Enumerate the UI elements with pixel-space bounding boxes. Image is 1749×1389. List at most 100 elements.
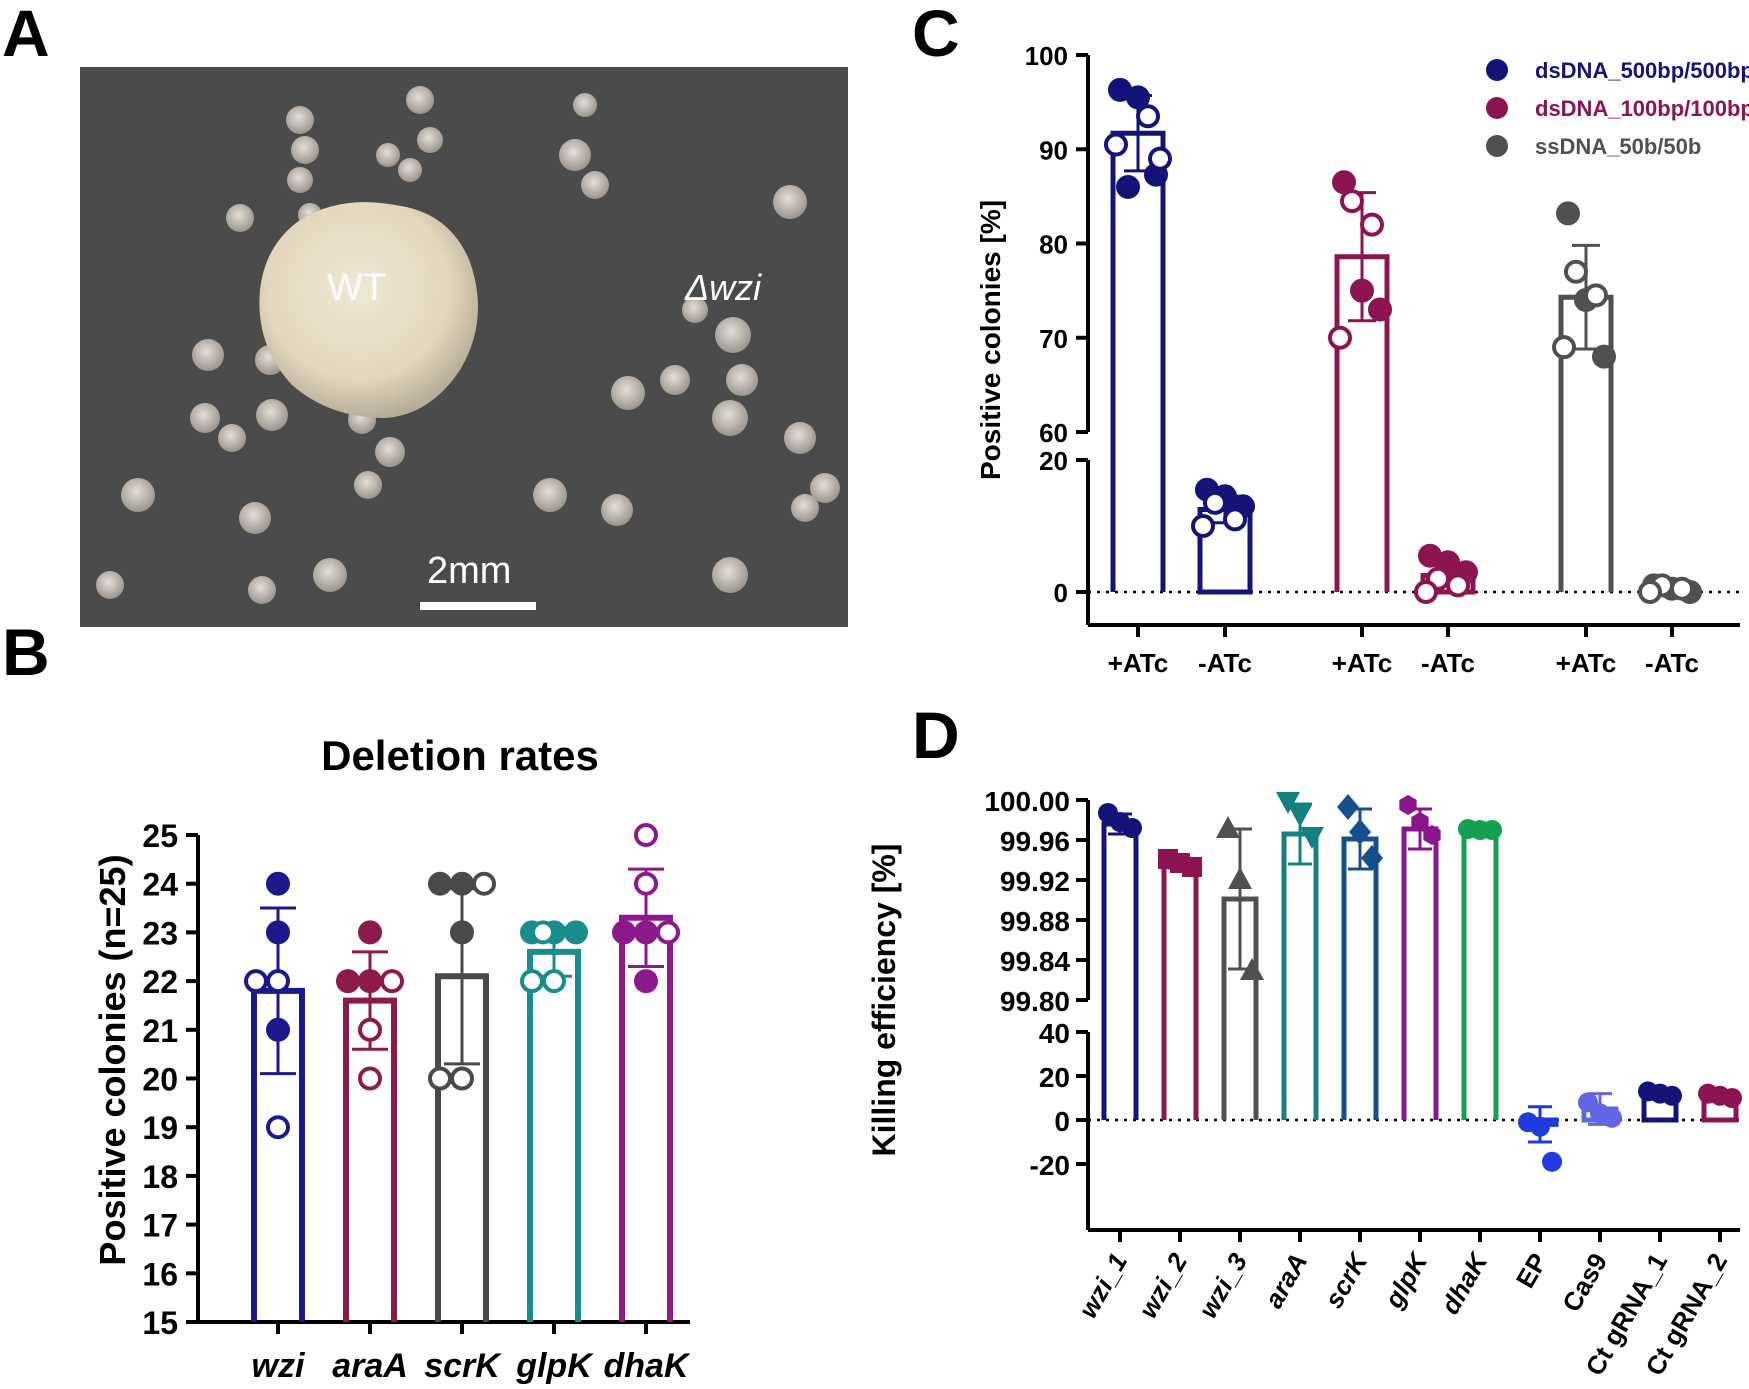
chart-d-y-tick-label: 99.88 (1000, 906, 1070, 937)
colony-photo: WT Δwzi 2mm (80, 67, 848, 627)
small-colony (712, 557, 748, 593)
small-colony (712, 400, 748, 436)
data-point-wzi (266, 920, 290, 945)
chart-d-y-tick-label: 99.84 (1000, 946, 1070, 977)
chart-killing-efficiency: Killing efficiency [%] 99.8099.8499.8899… (866, 786, 1742, 1381)
chart-c-y-tick-label: 70 (1039, 324, 1068, 354)
chart-d-y-tick-label: 99.96 (1000, 826, 1070, 857)
data-point-glpK (1399, 795, 1417, 815)
data-point-dsDNA_100bp/100bp-minus (1414, 580, 1438, 604)
small-colony (192, 339, 224, 371)
scale-bar-label: 2mm (427, 550, 511, 592)
chart-b-title: Deletion rates (321, 732, 599, 779)
data-point-glpK (542, 969, 566, 994)
small-colony (286, 106, 314, 134)
data-point-Ct gRNA_1 (1662, 1085, 1682, 1106)
chart-c-y-tick-label: 100 (1025, 41, 1068, 71)
chart-d-x-tick-label: wzi_1 (1073, 1248, 1134, 1323)
bar-scrK (1341, 836, 1379, 1120)
data-point-araA (358, 969, 382, 994)
data-point-dsDNA_100bp/100bp-plus (1340, 189, 1364, 214)
small-colony (715, 317, 751, 353)
data-point-ssDNA_50b/50b-plus (1552, 335, 1576, 360)
chart-b-x-tick-label: dhaK (604, 1347, 691, 1385)
chart-c-y-tick-label: 80 (1039, 230, 1068, 260)
panel-label-a: A (2, 0, 50, 70)
small-colony (573, 93, 597, 117)
small-colony (601, 494, 633, 526)
data-point-scrK (450, 920, 474, 945)
data-point-araA (358, 920, 382, 945)
data-point-dsDNA_500bp/500bp-plus (1136, 104, 1160, 129)
chart-b-y-tick-label: 19 (142, 1110, 178, 1146)
chart-c-y-tick-label: 60 (1039, 418, 1068, 448)
chart-b-x-tick-label: wzi (252, 1347, 306, 1385)
data-point-wzi (244, 969, 268, 994)
data-point-dsDNA_100bp/100bp-plus (1328, 325, 1352, 350)
small-colony (190, 403, 220, 433)
data-point-scrK (428, 1066, 452, 1091)
legend-marker (1486, 97, 1508, 119)
mutant-label: Δwzi (684, 267, 762, 308)
chart-d-x-tick-label: wzi_2 (1133, 1248, 1194, 1324)
data-point-ssDNA_50b/50b-plus (1584, 283, 1608, 308)
chart-c-y-tick-label: 90 (1039, 135, 1068, 165)
chart-c-x-tick-label: +ATc (1108, 648, 1168, 678)
small-colony (406, 86, 434, 114)
chart-d-x-tick-label: wzi_3 (1193, 1248, 1254, 1324)
data-point-wzi_1 (1122, 818, 1142, 838)
chart-b-x-tick-label: araA (332, 1347, 408, 1385)
chart-d-x-tick-label: dhaK (1435, 1246, 1495, 1319)
wt-label: WT (327, 267, 386, 309)
chart-c-axes: 60 70 80 90 100 0 20 +ATc -ATc +ATc -ATc +ATc -ATc (1025, 41, 1740, 678)
small-colony (559, 139, 591, 171)
data-point-dsDNA_500bp/500bp-minus (1191, 514, 1215, 538)
chart-d-x-tick-label: Cas9 (1556, 1248, 1613, 1317)
chart-c-x-tick-label: +ATc (1332, 648, 1392, 678)
data-point-Ct gRNA_2 (1722, 1088, 1742, 1108)
small-colony (784, 422, 816, 454)
wt-colony (259, 202, 478, 418)
chart-b-y-tick-label: 20 (142, 1062, 178, 1098)
data-point-ssDNA_50b/50b-plus (1592, 344, 1616, 369)
data-point-wzi_3 (1216, 816, 1240, 838)
small-colony (581, 171, 609, 199)
panel-label-b: B (2, 615, 50, 689)
data-point-dhaK (634, 969, 658, 994)
data-point-dhaK (634, 823, 658, 847)
data-point-ssDNA_50b/50b-plus (1556, 201, 1580, 226)
chart-c-y-label: Positive colonies [%] (975, 200, 1006, 480)
chart-d-axes: 99.80 99.84 99.88 99.92 99.96 100.00 -20 0 20 40 w… (984, 786, 1740, 1381)
chart-c-bars (1104, 77, 1702, 604)
chart-c-y-tick-label: 0 (1054, 578, 1068, 608)
chart-d-y-tick-label: 100.00 (984, 786, 1070, 817)
chart-b-x-tick-label: glpK (515, 1347, 594, 1385)
chart-b-y-tick-label: 22 (142, 964, 178, 1000)
data-point-dsDNA_100bp/100bp-plus (1350, 278, 1374, 303)
data-point-dsDNA_500bp/500bp-plus (1126, 85, 1150, 110)
bar-wzi_2 (1161, 861, 1199, 1120)
data-point-araA (336, 969, 360, 994)
small-colony (810, 473, 840, 503)
small-colony (291, 136, 319, 164)
small-colony (682, 297, 708, 323)
data-point-dhaK (634, 920, 658, 945)
legend-marker (1486, 59, 1508, 81)
chart-b-bars (244, 823, 680, 1322)
data-point-wzi_3 (1228, 867, 1252, 889)
data-point-wzi (266, 1017, 290, 1042)
data-point-wzi (266, 871, 290, 896)
data-point-glpK (531, 920, 555, 945)
small-colony (96, 571, 124, 599)
chart-d-x-tick-label: scrK (1318, 1246, 1374, 1313)
chart-d-x-tick-label: glpK (1378, 1246, 1434, 1314)
chart-c-x-tick-label: +ATc (1556, 648, 1616, 678)
chart-b-y-label: Positive colonies (n=25) (92, 854, 133, 1265)
data-point-wzi_3 (1240, 958, 1264, 980)
data-point-dhaK (612, 920, 636, 945)
data-point-dsDNA_100bp/100bp-plus (1368, 297, 1392, 322)
chart-c-x-tick-label: -ATc (1421, 648, 1475, 678)
chart-b-y-tick-label: 18 (142, 1159, 178, 1195)
chart-b-y-tick-label: 21 (142, 1013, 178, 1049)
